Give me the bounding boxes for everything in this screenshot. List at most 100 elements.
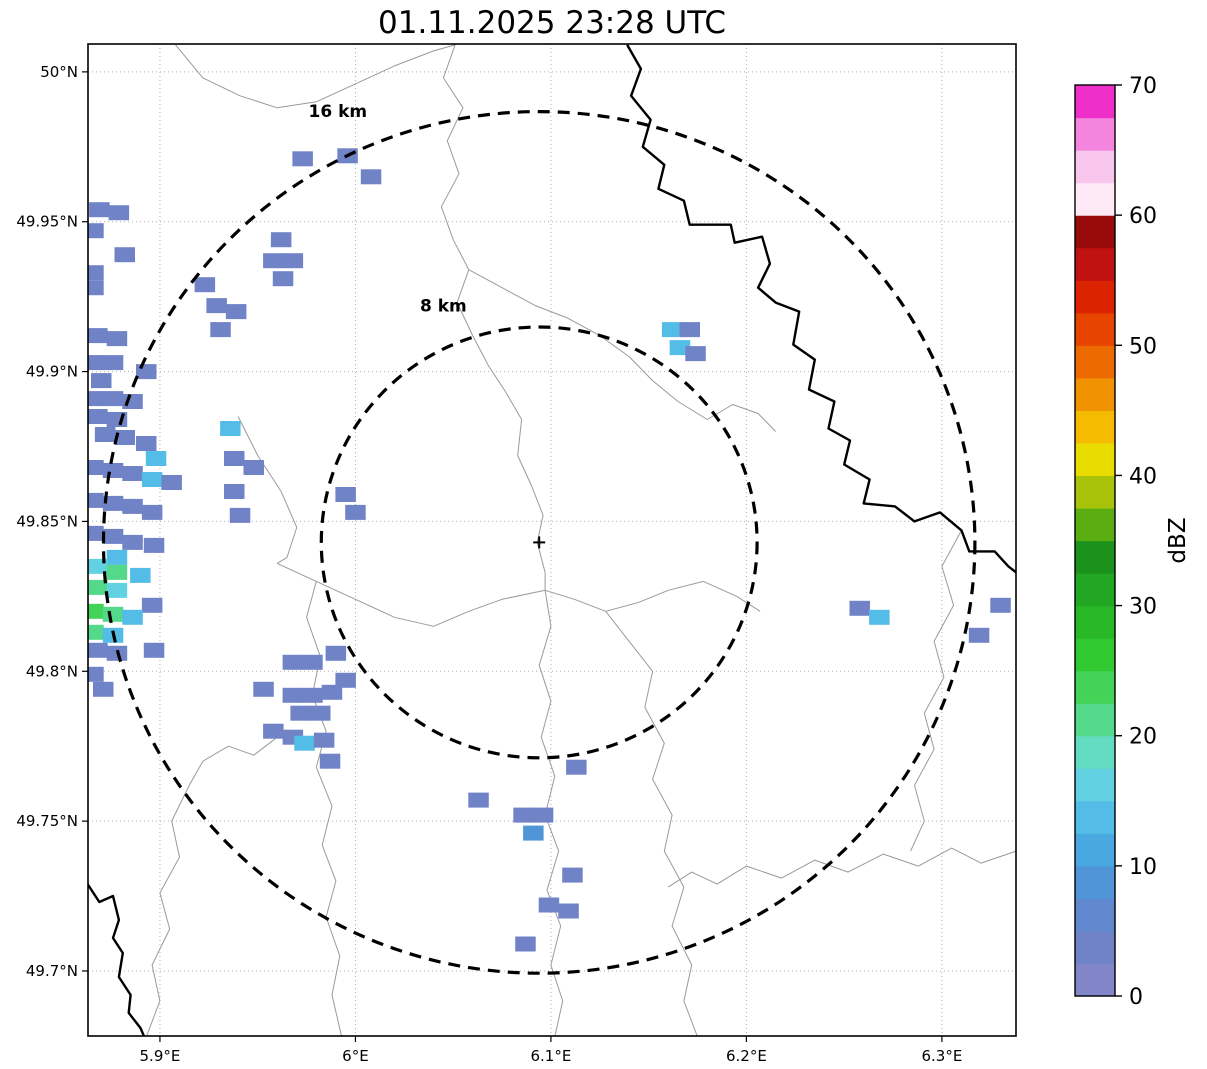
radar-echo-cell <box>345 504 366 520</box>
colorbar-label: dBZ <box>1165 517 1191 563</box>
colorbar-segment <box>1075 573 1115 607</box>
colorbar-segment <box>1075 475 1115 509</box>
colorbar-segment <box>1075 150 1115 184</box>
radar-echo-cell <box>102 355 124 371</box>
x-tick-label: 6.1°E <box>531 1047 572 1065</box>
radar-echo-cell <box>661 322 683 338</box>
radar-echo-cell <box>263 253 284 269</box>
radar-echo-cell <box>313 732 335 748</box>
radar-echo-cell <box>114 247 135 263</box>
plot-title: 01.11.2025 23:28 UTC <box>378 5 726 41</box>
radar-echo-cell <box>270 232 292 248</box>
y-tick-label: 49.7°N <box>26 962 78 980</box>
admin-boundary-line <box>605 610 698 1036</box>
radar-echo-cell <box>685 346 706 362</box>
colorbar-segment <box>1075 507 1115 542</box>
colorbar-segment <box>1075 605 1115 639</box>
radar-echo-cell <box>532 807 554 823</box>
colorbar-tick-label: 0 <box>1129 985 1143 1010</box>
radar-echo-cell <box>679 322 700 338</box>
radar-echo-cell <box>282 687 304 703</box>
radar-echo-cell <box>136 436 157 451</box>
x-tick-label: 6.3°E <box>921 1047 962 1065</box>
river-line <box>88 883 146 1036</box>
colorbar-segment <box>1075 735 1115 769</box>
radar-echo-cell <box>122 498 143 514</box>
radar-echo-cell <box>310 705 331 721</box>
y-tick-label: 49.75°N <box>16 812 78 830</box>
radar-echo-cell <box>302 687 323 703</box>
radar-echo-cell <box>88 391 104 407</box>
river-line <box>626 44 1016 574</box>
radar-echo-cell <box>282 654 304 670</box>
radar-echo-cell <box>88 280 104 296</box>
radar-echo-cell <box>102 463 124 478</box>
radar-echo-cell <box>94 427 116 442</box>
radar-echo-cell <box>669 340 691 356</box>
radar-echo-cell <box>108 205 130 221</box>
radar-echo-cell <box>229 507 251 523</box>
radar-echo-cell <box>88 223 104 239</box>
radar-echo-cell <box>102 528 124 544</box>
colorbar-segment <box>1075 963 1115 997</box>
radar-echo-cell <box>224 451 245 466</box>
colorbar-segment <box>1075 703 1115 737</box>
radar-echo-cell <box>220 421 241 436</box>
radar-echo-cell <box>88 666 104 682</box>
radar-echo-cell <box>88 355 104 371</box>
colorbar-tick-label: 50 <box>1129 334 1157 359</box>
radar-echo-cell <box>114 430 135 445</box>
radar-echo-cell <box>106 582 128 598</box>
y-tick-label: 50°N <box>40 63 78 81</box>
colorbar-segment <box>1075 930 1115 965</box>
x-tick-label: 6.2°E <box>726 1047 767 1065</box>
radar-echo-cell <box>243 460 264 475</box>
colorbar-segment <box>1075 410 1115 444</box>
radar-echo-cell <box>122 466 143 481</box>
radar-echo-cell <box>141 504 163 520</box>
colorbar-segment <box>1075 800 1115 834</box>
admin-boundary-line <box>667 847 1016 888</box>
radar-echo-cell <box>225 304 247 320</box>
radar-echo-cell <box>566 759 587 775</box>
radar-echo-cell <box>143 537 165 553</box>
range-ring-label: 8 km <box>420 297 467 317</box>
radar-echo-cell <box>88 328 108 344</box>
colorbar-segment <box>1075 898 1115 932</box>
colorbar-segment <box>1075 215 1115 249</box>
admin-boundary-line <box>175 44 456 109</box>
radar-echo-cell <box>210 322 231 338</box>
radar-echo-cell <box>88 265 104 281</box>
radar-echo-cell <box>990 597 1011 613</box>
colorbar-segment <box>1075 638 1115 672</box>
radar-echo-cell <box>282 253 304 269</box>
radar-echo-cell <box>562 867 583 883</box>
colorbar-segment <box>1075 312 1115 346</box>
radar-echo-cell <box>122 534 143 550</box>
radar-echo-cell <box>88 409 108 424</box>
radar-echo-cell <box>869 609 890 625</box>
radar-echo-cell <box>102 391 124 407</box>
radar-echo-cell <box>106 564 128 580</box>
radar-echo-cell <box>141 472 163 487</box>
radar-echo-cell <box>263 723 284 739</box>
radar-echo-cell <box>88 603 104 619</box>
radar-echo-cell <box>468 792 489 808</box>
radar-echo-cell <box>321 684 343 700</box>
colorbar-segment <box>1075 540 1115 574</box>
radar-echo-cell <box>130 567 151 583</box>
y-tick-label: 49.8°N <box>26 662 78 680</box>
x-tick-label: 6°E <box>342 1047 369 1065</box>
radar-echo-cell <box>102 495 124 511</box>
radar-echo-cell <box>88 460 104 475</box>
radar-echo-cell <box>91 373 112 389</box>
radar-echo-cell <box>122 609 143 625</box>
colorbar-tick-label: 30 <box>1129 595 1157 620</box>
radar-echo-cell <box>513 807 534 823</box>
colorbar-tick-label: 70 <box>1129 74 1157 99</box>
radar-echo-cell <box>224 484 245 499</box>
colorbar-segment <box>1075 280 1115 314</box>
radar-echo-cell <box>145 451 167 466</box>
